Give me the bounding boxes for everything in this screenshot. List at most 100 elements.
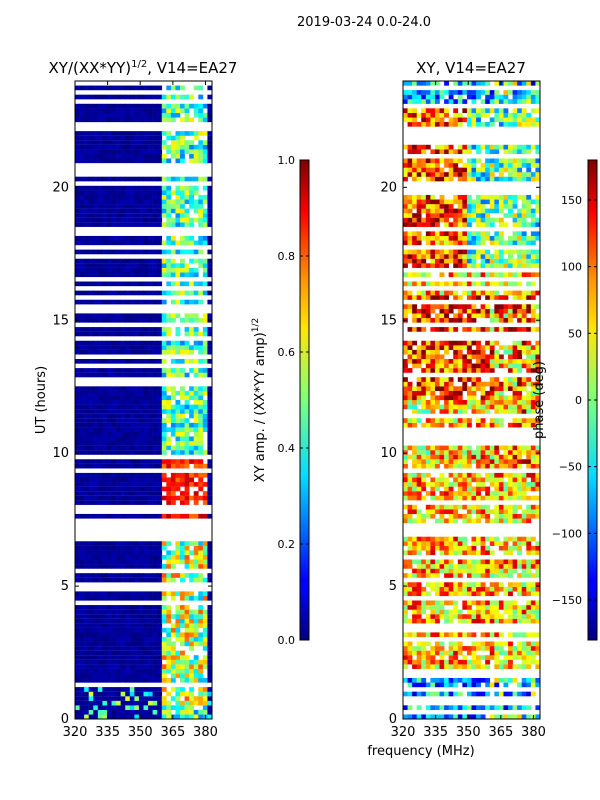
heatmap-cell: [439, 536, 445, 542]
heatmap-cell: [138, 491, 144, 496]
heatmap-cell: [79, 317, 85, 323]
heatmap-cell: [102, 500, 108, 505]
heatmap-cell: [180, 395, 185, 401]
heatmap-cell: [444, 404, 449, 410]
heatmap-cell: [102, 331, 108, 337]
heatmap-cell: [106, 436, 112, 442]
heatmap-cell: [170, 208, 176, 214]
heatmap-cell: [148, 559, 153, 565]
heatmap-cell: [407, 290, 413, 296]
heatmap-cell: [170, 550, 176, 556]
heatmap-cell: [202, 144, 208, 150]
heatmap-cell: [430, 632, 436, 638]
heatmap-cell: [512, 459, 518, 464]
heatmap-cell: [444, 614, 449, 619]
heatmap-cell: [466, 354, 472, 360]
heatmap-cell: [207, 673, 212, 679]
heatmap-cell: [184, 358, 190, 364]
heatmap-cell: [143, 595, 149, 601]
heatmap-cell: [448, 390, 454, 396]
heatmap-cell: [202, 700, 208, 706]
heatmap-cell: [198, 108, 204, 113]
heatmap-cell: [498, 472, 504, 478]
heatmap-cell: [430, 258, 436, 264]
heatmap-cell: [143, 204, 149, 209]
heatmap-cell: [489, 491, 495, 496]
heatmap-cell: [102, 691, 108, 697]
heatmap-cell: [170, 673, 176, 679]
heatmap-cell: [198, 140, 204, 145]
heatmap-cell: [143, 117, 149, 123]
heatmap-cell: [466, 650, 472, 656]
heatmap-cell: [79, 627, 85, 633]
heatmap-cell: [138, 313, 144, 319]
heatmap-cell: [166, 404, 172, 410]
heatmap-cell: [175, 472, 181, 478]
heatmap-cell: [508, 664, 513, 669]
heatmap-cell: [453, 545, 459, 551]
heatmap-cell: [97, 240, 103, 246]
heatmap-cell: [202, 386, 208, 391]
heatmap-cell: [170, 491, 176, 496]
heatmap-cell: [152, 431, 158, 437]
heatmap-cell: [129, 345, 135, 350]
heatmap-cell: [157, 272, 163, 278]
heatmap-cell: [88, 409, 94, 414]
heatmap-cell: [166, 400, 172, 405]
heatmap-cell: [444, 409, 449, 414]
heatmap-cell: [189, 149, 195, 155]
heatmap-cell: [97, 144, 103, 150]
heatmap-cell: [93, 413, 99, 419]
heatmap-cell: [93, 632, 99, 638]
heatmap-cell: [102, 627, 108, 633]
heatmap-cell: [444, 482, 449, 487]
heatmap-cell: [129, 623, 135, 628]
heatmap-cell: [106, 627, 112, 633]
heatmap-cell: [152, 249, 158, 255]
heatmap-cell: [439, 477, 445, 483]
heatmap-cell: [180, 664, 185, 669]
heatmap-cell: [425, 618, 431, 624]
heatmap-cell: [508, 495, 513, 501]
heatmap-cell: [129, 605, 135, 610]
heatmap-cell: [471, 491, 477, 496]
heatmap-cell: [111, 472, 117, 478]
heatmap-cell: [75, 472, 80, 478]
heatmap-cell: [157, 108, 163, 113]
heatmap-cell: [111, 577, 117, 583]
heatmap-cell: [170, 500, 176, 505]
heatmap-cell: [471, 573, 477, 578]
heatmap-cell: [93, 431, 99, 437]
heatmap-cell: [106, 112, 112, 118]
heatmap-cell: [412, 477, 417, 483]
heatmap-cell: [120, 386, 126, 391]
heatmap-cell: [494, 513, 500, 519]
heatmap-cell: [407, 477, 413, 483]
heatmap-cell: [106, 609, 112, 615]
heatmap-cell: [530, 363, 536, 369]
heatmap-cell: [184, 222, 190, 227]
heatmap-cell: [448, 509, 454, 515]
heatmap-cell: [180, 409, 185, 414]
heatmap-cell: [189, 249, 195, 255]
heatmap-cell: [152, 618, 158, 624]
heatmap-cell: [453, 641, 459, 647]
heatmap-cell: [111, 591, 117, 597]
heatmap-cell: [138, 632, 144, 638]
x-tick-label: 365: [160, 725, 185, 740]
heatmap-cell: [407, 327, 413, 332]
heatmap-cell: [148, 687, 153, 692]
heatmap-cell: [97, 677, 103, 683]
heatmap-cell: [198, 477, 204, 483]
heatmap-cell: [152, 650, 158, 656]
heatmap-cell: [180, 103, 185, 109]
heatmap-cell: [189, 222, 195, 227]
heatmap-cell: [97, 235, 103, 241]
heatmap-cell: [125, 632, 131, 638]
heatmap-cell: [189, 513, 195, 519]
heatmap-cell: [421, 486, 427, 492]
heatmap-cell: [157, 709, 163, 715]
heatmap-cell: [184, 345, 190, 350]
heatmap-cell: [125, 431, 131, 437]
heatmap-cell: [535, 450, 540, 455]
